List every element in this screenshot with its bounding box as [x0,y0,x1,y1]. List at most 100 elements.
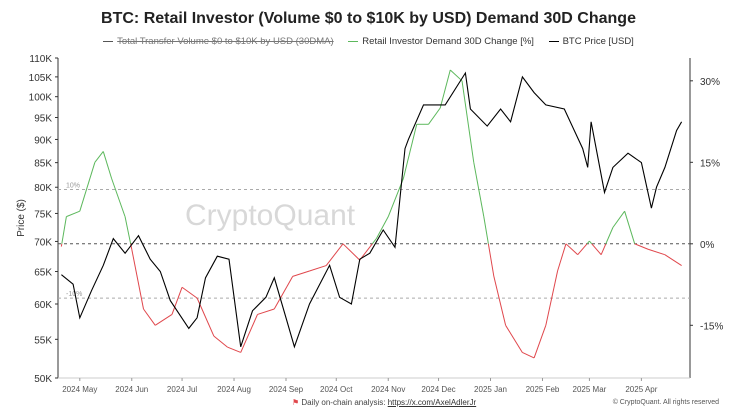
demand-series-segment [605,227,614,245]
x-tick-label: 2024 May [62,385,97,394]
demand-series-segment [240,314,258,353]
demand-series-segment [493,276,507,326]
demand-series-segment [577,243,588,255]
demand-series-segment [522,352,535,359]
y-left-tick-label: 60K [34,300,52,311]
legend-label: BTC Price [USD] [562,36,634,47]
demand-series-segment [181,286,198,299]
legend-label: Retail Investor Demand 30D Change [%] [362,36,534,47]
demand-series-segment [664,254,682,266]
demand-series-segment [589,240,593,245]
demand-series-segment [473,162,485,217]
watermark: CryptoQuant [185,199,356,232]
footer-label: Daily on-chain analysis: [301,398,386,407]
y-left-tick-label: 100K [29,93,53,104]
legend-label: Total Transfer Volume $0 to $10K by USD … [117,36,334,47]
demand-series-segment [505,325,523,353]
demand-series-segment [586,240,590,245]
x-tick-label: 2024 Nov [371,385,405,394]
y-left-tick-label: 90K [34,135,52,146]
demand-series-segment [428,107,441,125]
y-left-tick-label: 75K [34,209,52,220]
demand-series-segment [325,243,344,266]
y-left-tick-label: 80K [34,183,52,194]
demand-series-segment [634,243,649,250]
demand-series-segment [342,243,361,261]
legend-item-btc-price[interactable]: BTC Price [USD] [548,36,634,47]
y-left-tick-label: 85K [34,159,52,170]
x-tick-label: 2024 Aug [217,385,251,394]
y-right-tick-label: 0% [700,240,715,251]
demand-series-segment [557,243,567,272]
y-left-tick-label: 65K [34,268,52,279]
legend-swatch [548,40,559,42]
demand-series-segment [487,243,495,277]
x-tick-label: 2025 Apr [625,385,657,394]
legend-item-demand[interactable]: Retail Investor Demand 30D Change [%] [348,36,534,47]
demand-series-segment [591,243,602,255]
y-right-tick-label: -15% [700,321,723,332]
y-axis-label: Price ($) [16,199,27,237]
legend-item-total-volume[interactable]: Total Transfer Volume $0 to $10K by USD … [103,36,334,47]
demand-series-segment [61,216,67,244]
demand-series-segment [461,80,475,163]
x-tick-label: 2024 Jun [115,385,148,394]
btc-price-line [61,71,683,349]
x-tick-label: 2025 Mar [573,385,607,394]
demand-series-segment [402,124,418,179]
y-left-tick-label: 55K [34,335,52,346]
demand-series-segment [154,314,173,326]
demand-series-segment [79,162,96,212]
demand-series-segment [647,248,666,256]
demand-series-segment [66,210,80,218]
demand-series-segment [371,238,377,245]
y-left-tick-label: 110K [29,54,52,65]
demand-series-segment [483,216,489,244]
x-tick-label: 2024 Sep [269,385,304,394]
demand-series-segment [213,335,228,348]
demand-series-segment [171,287,183,315]
demand-series-segment [439,69,451,109]
demand-series-segment [131,249,144,310]
demand-series-segment [227,346,241,353]
demand-series-segment [624,211,636,244]
demand-series-segment [449,69,463,82]
demand-series-segment [292,270,310,277]
y-right-tick-label: 15% [700,158,720,169]
demand-series-segment [612,210,626,228]
demand-series-segment [533,325,547,359]
demand-series-segment [102,151,113,179]
demand-series-segment [309,265,327,272]
reference-line-label: -10% [66,291,82,298]
x-tick-label: 2025 Feb [526,385,560,394]
demand-series-segment [111,178,126,217]
legend-swatch [348,40,359,42]
demand-series-segment [143,308,156,326]
demand-series-segment [257,308,275,315]
demand-series-segment [124,216,132,244]
x-tick-label: 2024 Jul [167,385,197,394]
x-tick-label: 2024 Oct [320,385,353,394]
legend: Total Transfer Volume $0 to $10K by USD … [0,36,737,47]
analysis-link[interactable]: https://x.com/AxelAdlerJr [387,398,477,407]
y-right-tick-label: 30% [700,77,720,88]
demand-series-segment [376,216,389,239]
y-left-tick-label: 105K [29,73,53,84]
legend-swatch [103,40,114,42]
flag-icon: ⚑ [292,398,300,407]
y-left-tick-label: 50K [34,374,52,385]
chart-title: BTC: Retail Investor (Volume $0 to $10K … [101,10,636,27]
x-tick-label: 2025 Jan [474,385,507,394]
y-left-tick-label: 95K [34,113,52,124]
x-tick-label: 2024 Dec [421,385,455,394]
demand-series-segment [565,243,579,256]
demand-series-segment [545,270,559,326]
copyright: © CryptoQuant. All rights reserved [612,399,719,406]
y-left-tick-label: 70K [34,237,52,248]
demand-series-segment [273,276,294,310]
demand-series-segment [600,243,607,255]
demand-series-segment [130,243,133,250]
demand-series-segment [94,151,104,163]
